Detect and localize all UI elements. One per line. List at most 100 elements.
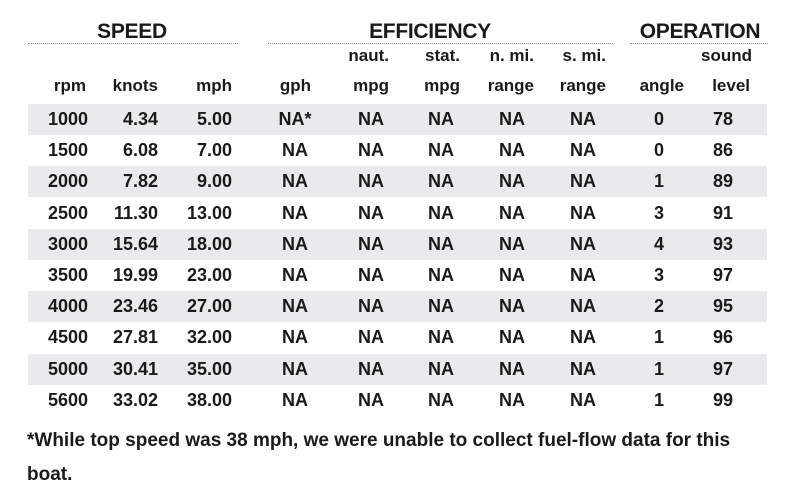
cell-stat-mpg: NA [428, 389, 454, 410]
cell-naut-mpg: NA [358, 389, 384, 410]
cell-rpm: 4500 [47, 327, 88, 348]
cell-stat-mpg: NA [428, 296, 454, 317]
cell-stat-mpg: NA [428, 265, 454, 285]
header-stat-bottom: mpg [424, 76, 460, 95]
cell-sound: 93 [712, 233, 734, 254]
cell-mph: 18.00 [186, 233, 232, 254]
cell-s-range: NA [570, 389, 596, 410]
cell-gph: NA [282, 140, 308, 161]
cell-naut-mpg: NA [358, 109, 384, 129]
cell-knots: 23.46 [112, 296, 158, 317]
cell-stat-mpg: NA [428, 233, 454, 254]
cell-mph: 13.00 [186, 202, 232, 223]
cell-rpm: 1000 [47, 109, 88, 129]
table-row: 2000 7.82 9.00 NA NA NA NA NA 1 89 [28, 166, 767, 198]
cell-s-range: NA [570, 327, 596, 348]
header-sound-top: sound [701, 46, 752, 65]
header-stat-top: stat. [425, 46, 460, 65]
cell-knots: 11.30 [113, 202, 158, 223]
cell-s-range: NA [570, 202, 596, 223]
cell-stat-mpg: NA [428, 109, 454, 129]
cell-knots: 4.34 [122, 109, 158, 129]
group-header-operation: OPERATION [639, 20, 761, 43]
cell-angle: 1 [653, 327, 664, 348]
cell-mph: 38.00 [186, 389, 232, 410]
cell-sound: 97 [712, 265, 734, 285]
cell-n-range: NA [499, 389, 525, 410]
cell-mph: 27.00 [186, 296, 232, 317]
cell-naut-mpg: NA [358, 327, 384, 348]
cell-s-range: NA [570, 233, 596, 254]
cell-rpm: 4000 [47, 296, 88, 317]
cell-rpm: 2000 [47, 171, 88, 192]
cell-knots: 30.41 [112, 358, 158, 379]
header-angle: angle [639, 76, 684, 95]
cell-angle: 3 [653, 265, 664, 285]
table-row: 3500 19.99 23.00 NA NA NA NA NA 3 97 [28, 260, 767, 291]
cell-sound: 89 [712, 171, 734, 192]
cell-s-range: NA [570, 296, 596, 317]
header-mph: mph [196, 76, 232, 95]
cell-s-range: NA [570, 358, 596, 379]
header-sound-bottom: level [712, 76, 750, 95]
cell-mph: 9.00 [196, 171, 232, 192]
cell-n-range: NA [499, 327, 525, 348]
cell-angle: 0 [653, 109, 664, 129]
table-row: 1000 4.34 5.00 NA* NA NA NA NA 0 78 [28, 104, 767, 135]
cell-naut-mpg: NA [358, 140, 384, 161]
cell-knots: 27.81 [112, 327, 158, 348]
header-nrange-bottom: range [487, 76, 534, 95]
group-rule-efficiency [268, 43, 613, 44]
table-row: 4000 23.46 27.00 NA NA NA NA NA 2 95 [28, 291, 767, 323]
cell-gph: NA [282, 296, 308, 317]
cell-sound: 95 [712, 296, 734, 317]
cell-angle: 0 [653, 140, 664, 161]
cell-gph: NA [282, 327, 308, 348]
header-srange-bottom: range [559, 76, 606, 95]
header-gph: gph [279, 76, 311, 95]
cell-stat-mpg: NA [428, 358, 454, 379]
cell-angle: 2 [653, 296, 664, 317]
group-rule-operation [630, 43, 768, 44]
cell-s-range: NA [570, 109, 596, 129]
cell-gph: NA [282, 233, 308, 254]
cell-n-range: NA [499, 265, 525, 285]
cell-sound: 78 [712, 109, 734, 129]
cell-rpm: 5000 [47, 358, 88, 379]
header-nrange-top: n. mi. [489, 46, 534, 65]
cell-angle: 1 [653, 389, 664, 410]
cell-angle: 4 [653, 233, 664, 254]
cell-naut-mpg: NA [358, 171, 384, 192]
table-row: 5600 33.02 38.00 NA NA NA NA NA 1 99 [28, 385, 767, 416]
cell-knots: 15.64 [112, 233, 158, 254]
cell-rpm: 3000 [47, 233, 88, 254]
cell-stat-mpg: NA [428, 202, 454, 223]
table-row: 2500 11.30 13.00 NA NA NA NA NA 3 91 [28, 198, 767, 229]
cell-n-range: NA [499, 140, 525, 161]
cell-knots: 6.08 [122, 140, 158, 161]
header-naut-top: naut. [348, 46, 389, 65]
cell-angle: 3 [653, 202, 664, 223]
cell-knots: 33.02 [112, 389, 158, 410]
cell-sound: 97 [712, 358, 734, 379]
group-rule-speed [28, 43, 238, 44]
cell-gph: NA* [278, 109, 312, 129]
cell-gph: NA [282, 202, 308, 223]
header-knots: knots [112, 76, 158, 95]
cell-sound: 86 [712, 140, 734, 161]
cell-mph: 7.00 [196, 140, 232, 161]
cell-rpm: 3500 [47, 265, 88, 285]
cell-stat-mpg: NA [428, 171, 454, 192]
group-header-speed: SPEED [97, 20, 167, 43]
header-srange-top: s. mi. [562, 46, 606, 65]
table-row: 5000 30.41 35.00 NA NA NA NA NA 1 97 [28, 353, 767, 385]
cell-rpm: 1500 [47, 140, 88, 161]
cell-n-range: NA [499, 233, 525, 254]
cell-stat-mpg: NA [428, 140, 454, 161]
cell-knots: 19.99 [112, 265, 158, 285]
cell-n-range: NA [499, 109, 525, 129]
cell-s-range: NA [570, 140, 596, 161]
cell-sound: 99 [712, 389, 734, 410]
cell-gph: NA [282, 265, 308, 285]
cell-angle: 1 [653, 358, 664, 379]
